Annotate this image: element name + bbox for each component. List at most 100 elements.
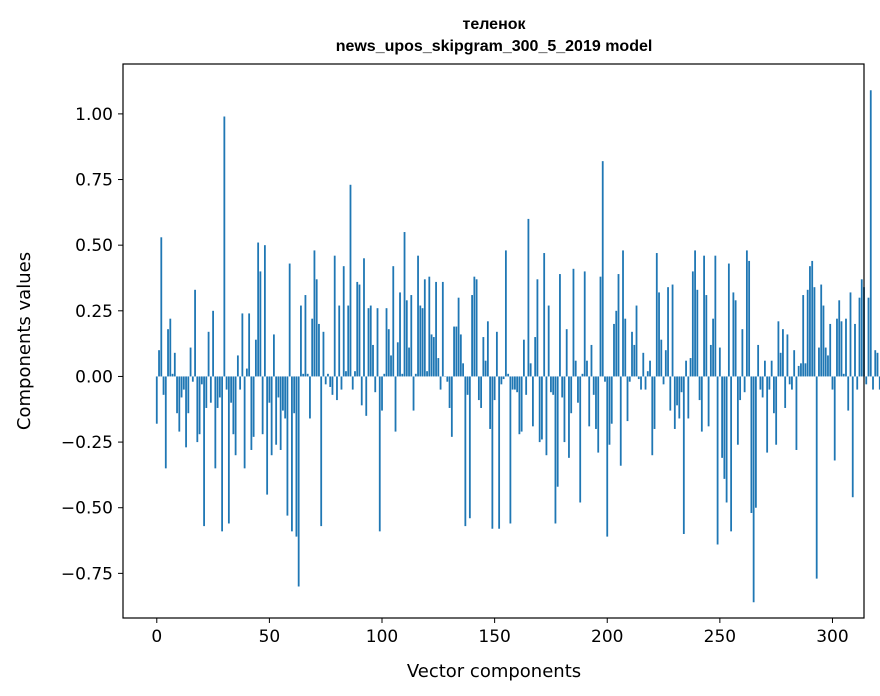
x-tick-label: 200: [591, 627, 623, 647]
bar-112: [408, 347, 410, 377]
bar-0: [155, 376, 158, 424]
bar-34: [232, 376, 235, 435]
bar-149: [491, 376, 494, 529]
bar-260: [741, 329, 744, 377]
bar-283: [793, 350, 796, 377]
bar-88: [354, 371, 356, 377]
bar-152: [498, 376, 501, 529]
bar-76: [327, 373, 329, 377]
bar-288: [804, 363, 807, 377]
bar-84: [345, 371, 347, 377]
bar-85: [347, 305, 350, 377]
bar-98: [376, 308, 379, 377]
bar-262: [745, 250, 748, 377]
bar-119: [423, 279, 426, 377]
bar-247: [712, 318, 714, 377]
y-tick-label: −0.25: [61, 433, 113, 453]
bar-97: [374, 376, 377, 393]
bar-40: [245, 368, 248, 377]
bar-155: [504, 250, 507, 377]
bar-54: [277, 376, 280, 398]
bar-58: [286, 376, 289, 516]
bar-113: [410, 295, 413, 377]
bar-321: [878, 376, 880, 390]
bar-95: [369, 305, 372, 377]
bar-136: [462, 363, 464, 377]
bar-238: [691, 271, 694, 377]
bar-174: [547, 305, 550, 377]
bar-250: [718, 347, 721, 377]
bar-289: [806, 289, 809, 377]
bar-285: [797, 365, 800, 377]
bar-199: [604, 376, 606, 382]
bar-178: [556, 376, 559, 487]
bar-156: [507, 373, 510, 377]
bar-243: [703, 255, 705, 377]
bar-6: [169, 318, 172, 377]
bar-103: [387, 329, 390, 377]
bar-264: [750, 376, 753, 513]
x-tick-label: 150: [478, 627, 510, 647]
bar-148: [489, 376, 492, 429]
bar-203: [613, 323, 615, 377]
bar-212: [633, 344, 636, 377]
bar-278: [782, 329, 784, 377]
bar-61: [293, 376, 296, 414]
bar-80: [336, 376, 338, 401]
bar-248: [714, 255, 717, 377]
bar-14: [187, 376, 190, 414]
y-tick-label: 0.50: [75, 236, 113, 256]
bar-72: [318, 323, 320, 377]
bar-200: [606, 376, 609, 537]
bar-105: [392, 266, 395, 377]
bar-313: [860, 279, 863, 377]
bar-190: [583, 271, 586, 377]
bar-242: [700, 376, 703, 432]
bar-107: [396, 342, 399, 377]
bar-143: [477, 376, 480, 401]
bar-129: [446, 376, 449, 382]
bars-group: [155, 90, 880, 603]
bar-36: [236, 355, 239, 377]
bar-56: [282, 376, 284, 411]
bar-270: [764, 360, 766, 377]
bar-139: [468, 376, 471, 519]
bar-315: [865, 376, 868, 385]
bar-320: [876, 352, 879, 377]
bar-96: [372, 344, 374, 377]
bar-179: [559, 274, 561, 377]
bar-256: [732, 292, 735, 377]
y-tick-label: 0.00: [75, 367, 113, 387]
bar-4: [164, 376, 167, 469]
bar-290: [809, 266, 811, 377]
bar-187: [577, 376, 579, 403]
bar-44: [254, 339, 257, 377]
bar-102: [385, 308, 388, 377]
bar-68: [309, 376, 311, 419]
bar-168: [534, 337, 537, 377]
bar-8: [173, 352, 176, 377]
bar-60: [291, 376, 293, 532]
x-tick-label: 0: [151, 627, 162, 647]
bar-176: [552, 376, 555, 395]
bar-281: [788, 376, 791, 385]
bar-217: [644, 376, 647, 390]
bar-229: [671, 284, 674, 377]
bar-140: [471, 295, 473, 377]
bar-25: [212, 310, 214, 377]
bar-94: [367, 308, 370, 377]
bar-219: [649, 360, 651, 377]
bar-201: [608, 376, 611, 445]
bar-5: [167, 329, 169, 377]
bar-110: [403, 232, 406, 377]
bar-67: [306, 373, 309, 377]
bar-59: [288, 263, 291, 377]
bar-146: [484, 360, 487, 377]
bar-169: [536, 279, 539, 377]
bar-299: [829, 323, 832, 377]
bar-124: [435, 281, 437, 377]
bar-208: [624, 318, 627, 377]
bar-305: [842, 373, 845, 377]
bar-138: [466, 376, 469, 395]
bar-303: [838, 300, 841, 377]
